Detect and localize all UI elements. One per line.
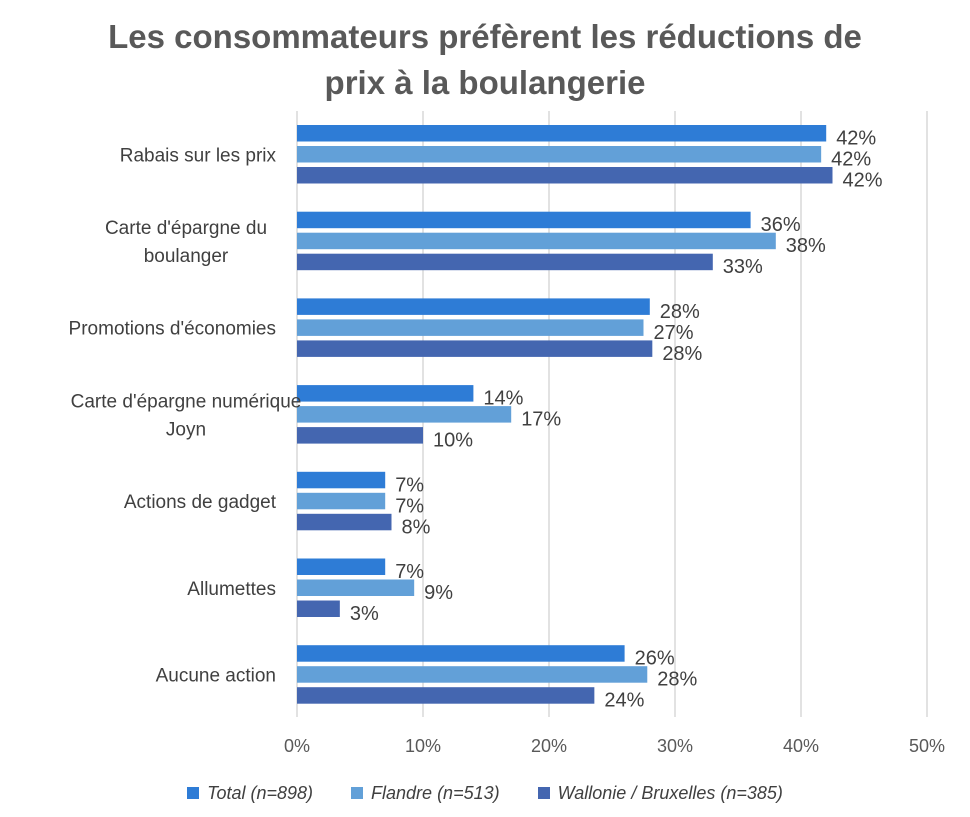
category-labels: Rabais sur les prix Carte d'épargne du bou… bbox=[69, 145, 302, 686]
bar bbox=[297, 167, 833, 184]
legend-swatch bbox=[351, 787, 364, 799]
bar bbox=[297, 253, 713, 271]
legend-item: Total (n=898) bbox=[187, 783, 313, 804]
legend-label: Flandre (n=513) bbox=[371, 782, 500, 803]
legend-label: Total (n=898) bbox=[207, 782, 314, 803]
legend-swatch bbox=[187, 787, 200, 799]
bars bbox=[297, 125, 833, 704]
x-tick-label: 10% bbox=[405, 736, 441, 756]
bar bbox=[297, 125, 827, 142]
bar bbox=[297, 406, 512, 423]
data-label: 8% bbox=[402, 516, 431, 538]
data-label: 14% bbox=[483, 388, 523, 410]
legend-label: Wallonie / Bruxelles (n=385) bbox=[557, 782, 783, 803]
data-label: 27% bbox=[654, 322, 694, 344]
category-label: Promotions d'économies bbox=[69, 319, 276, 340]
legend: Total (n=898) Flandre (n=513) Wallonie / B… bbox=[0, 778, 970, 808]
bar bbox=[297, 471, 386, 489]
data-label: 33% bbox=[723, 256, 763, 278]
bar bbox=[297, 492, 386, 510]
bar bbox=[297, 558, 386, 575]
data-label: 26% bbox=[635, 648, 675, 670]
bar bbox=[297, 232, 776, 250]
legend-item: Flandre (n=513) bbox=[351, 783, 500, 804]
bar bbox=[297, 298, 650, 315]
bar bbox=[297, 146, 822, 163]
bar bbox=[297, 513, 392, 531]
data-label: 3% bbox=[350, 603, 379, 625]
data-label: 9% bbox=[424, 582, 453, 604]
category-label: Aucune action bbox=[156, 665, 276, 686]
x-axis-tick-labels: 0% 10% 20% 30% 40% 50% bbox=[284, 736, 945, 756]
data-label: 42% bbox=[843, 170, 883, 192]
x-tick-label: 50% bbox=[909, 736, 945, 756]
category-label: Carte d'épargne du boulanger bbox=[105, 218, 267, 267]
category-label: Actions de gadget bbox=[124, 492, 277, 513]
legend-swatch bbox=[537, 787, 550, 799]
bar-chart-plot: 42%42%42%36%38%33%28%27%28%14%17%10%7%7%… bbox=[69, 111, 945, 756]
data-label: 28% bbox=[662, 343, 702, 365]
bar bbox=[297, 666, 648, 683]
bar bbox=[297, 340, 653, 357]
bar bbox=[297, 211, 751, 229]
data-label: 10% bbox=[433, 430, 473, 452]
data-label: 7% bbox=[395, 474, 424, 496]
bar bbox=[297, 600, 340, 617]
data-label: 36% bbox=[761, 214, 801, 236]
data-label: 42% bbox=[831, 149, 871, 171]
data-label: 38% bbox=[786, 235, 826, 257]
data-label: 42% bbox=[836, 128, 876, 150]
bar bbox=[297, 319, 644, 336]
bar bbox=[297, 645, 625, 662]
bar bbox=[297, 687, 595, 704]
category-label: Rabais sur les prix bbox=[120, 145, 277, 166]
category-label: Carte d'épargne numérique Joyn bbox=[71, 391, 302, 440]
category-label: Allumettes bbox=[187, 579, 276, 600]
data-label: 24% bbox=[604, 690, 644, 712]
data-label: 17% bbox=[521, 409, 561, 431]
chart-title-line-2: prix à la boulangerie bbox=[324, 64, 646, 101]
data-labels: 42%42%42%36%38%33%28%27%28%14%17%10%7%7%… bbox=[350, 128, 883, 712]
bar bbox=[297, 579, 415, 596]
bar bbox=[297, 385, 474, 402]
x-tick-label: 0% bbox=[284, 736, 310, 756]
data-label: 7% bbox=[395, 495, 424, 517]
x-tick-label: 40% bbox=[783, 736, 819, 756]
bar bbox=[297, 427, 423, 444]
data-label: 28% bbox=[660, 301, 700, 323]
data-label: 7% bbox=[395, 561, 424, 583]
x-tick-label: 20% bbox=[531, 736, 567, 756]
chart-title: Les consommateurs préfèrent les réductio… bbox=[0, 14, 970, 106]
data-label: 28% bbox=[657, 669, 697, 691]
legend-item: Wallonie / Bruxelles (n=385) bbox=[537, 782, 783, 804]
x-tick-label: 30% bbox=[657, 736, 693, 756]
chart-title-line-1: Les consommateurs préfèrent les réductio… bbox=[108, 18, 862, 55]
